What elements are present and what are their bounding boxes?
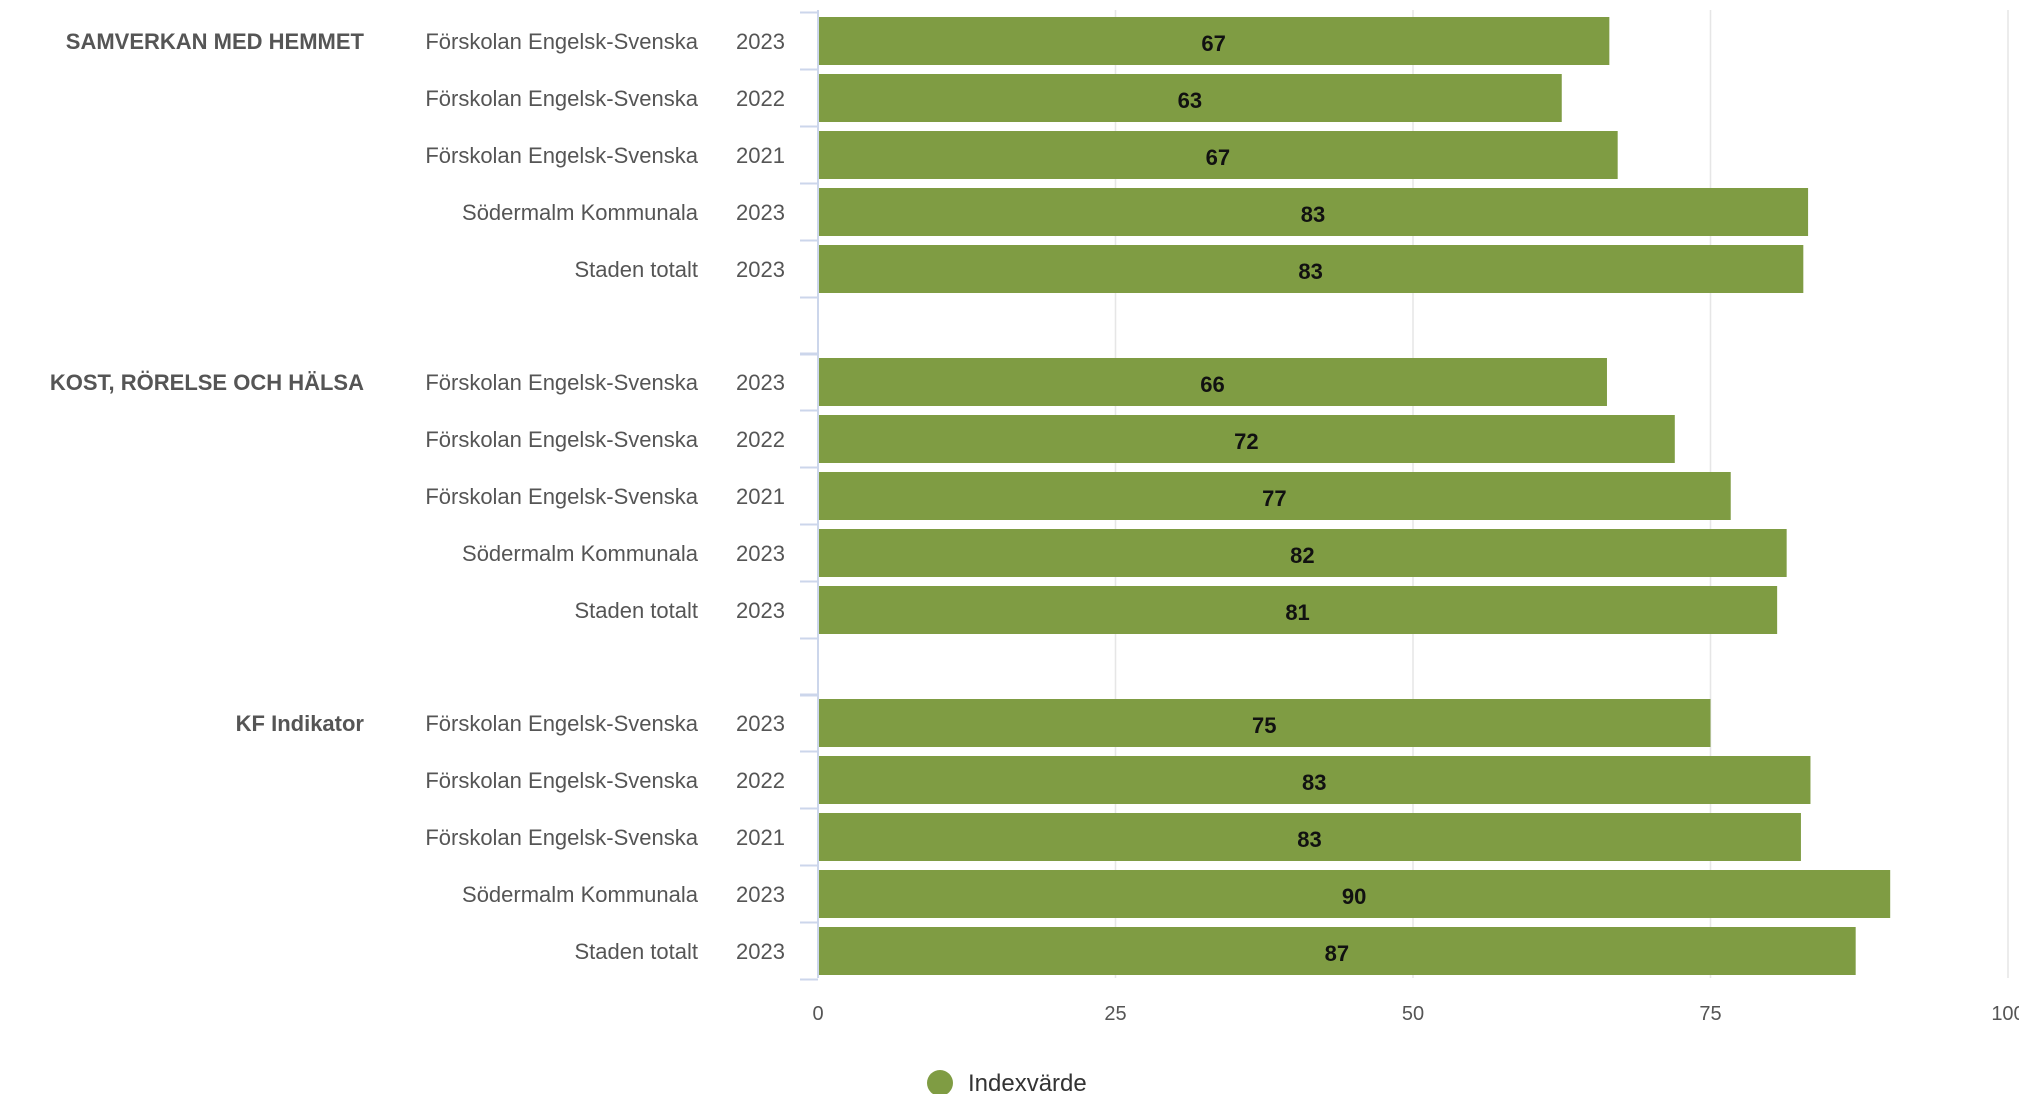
bar-value-label: 75 [1252,713,1276,738]
bar-value-label: 87 [1325,941,1349,966]
bar[interactable] [819,586,1778,634]
unit-label: Förskolan Engelsk-Svenska [425,427,698,452]
year-label: 2023 [736,598,785,623]
bar-value-label: 77 [1262,486,1286,511]
unit-label: Förskolan Engelsk-Svenska [425,86,698,111]
category-axis [800,10,819,981]
category-labels: 2023 Förskolan Engelsk-Svenska SAMVERKAN M… [50,29,785,964]
unit-label: Förskolan Engelsk-Svenska [425,768,698,793]
year-label: 2023 [736,200,785,225]
year-label: 2022 [736,86,785,111]
unit-label: Förskolan Engelsk-Svenska [425,143,698,168]
bar-value-label: 82 [1290,543,1314,568]
legend[interactable]: Indexvärde [927,1070,1087,1094]
x-tick-label: 50 [1402,1003,1424,1025]
year-label: 2023 [736,541,785,566]
bar[interactable] [819,358,1607,406]
bar-value-label: 83 [1298,259,1322,284]
unit-label: Södermalm Kommunala [462,541,699,566]
group-label: KF Indikator [236,711,365,736]
year-label: 2021 [736,143,785,168]
group-label: KOST, RÖRELSE OCH HÄLSA [50,370,364,395]
bar-value-label: 72 [1234,429,1258,454]
bar[interactable] [819,699,1711,747]
year-label: 2023 [736,939,785,964]
unit-label: Staden totalt [574,598,698,623]
bar[interactable] [819,245,1804,293]
bar[interactable] [819,131,1618,179]
unit-label: Förskolan Engelsk-Svenska [425,29,698,54]
x-axis-ticks: 0 25 50 75 100 [812,1003,2019,1025]
year-label: 2023 [736,370,785,395]
unit-label: Förskolan Engelsk-Svenska [425,484,698,509]
bars: 67 63 67 83 83 66 72 77 82 81 75 83 83 90 87 [819,17,1891,975]
bar-value-label: 83 [1301,202,1325,227]
bar[interactable] [819,756,1811,804]
bar[interactable] [819,188,1809,236]
unit-label: Förskolan Engelsk-Svenska [425,825,698,850]
bar-value-label: 83 [1297,827,1321,852]
group-label: SAMVERKAN MED HEMMET [66,29,365,54]
year-label: 2022 [736,768,785,793]
bar-value-label: 67 [1201,31,1225,56]
bar-value-label: 90 [1342,884,1366,909]
year-label: 2023 [736,29,785,54]
unit-label: Södermalm Kommunala [462,200,699,225]
year-label: 2023 [736,882,785,907]
year-label: 2023 [736,711,785,736]
bar[interactable] [819,813,1801,861]
x-tick-label: 75 [1699,1003,1721,1025]
unit-label: Förskolan Engelsk-Svenska [425,370,698,395]
bar-value-label: 63 [1178,88,1202,113]
bar-value-label: 83 [1302,770,1326,795]
bar[interactable] [819,870,1891,918]
legend-marker-icon[interactable] [927,1070,953,1094]
legend-item-label[interactable]: Indexvärde [968,1070,1087,1094]
x-tick-label: 25 [1104,1003,1126,1025]
year-label: 2021 [736,484,785,509]
bar[interactable] [819,472,1731,520]
unit-label: Staden totalt [574,257,698,282]
unit-label: Södermalm Kommunala [462,882,699,907]
unit-label: Staden totalt [574,939,698,964]
bar[interactable] [819,927,1856,975]
bar[interactable] [819,74,1562,122]
x-tick-label: 100 [1991,1003,2019,1025]
year-label: 2021 [736,825,785,850]
bar[interactable] [819,415,1675,463]
bar-value-label: 81 [1285,600,1309,625]
year-label: 2023 [736,257,785,282]
year-label: 2022 [736,427,785,452]
bar-value-label: 67 [1206,145,1230,170]
bar-value-label: 66 [1200,372,1224,397]
bar[interactable] [819,529,1787,577]
x-tick-label: 0 [812,1003,823,1025]
bar[interactable] [819,17,1610,65]
unit-label: Förskolan Engelsk-Svenska [425,711,698,736]
